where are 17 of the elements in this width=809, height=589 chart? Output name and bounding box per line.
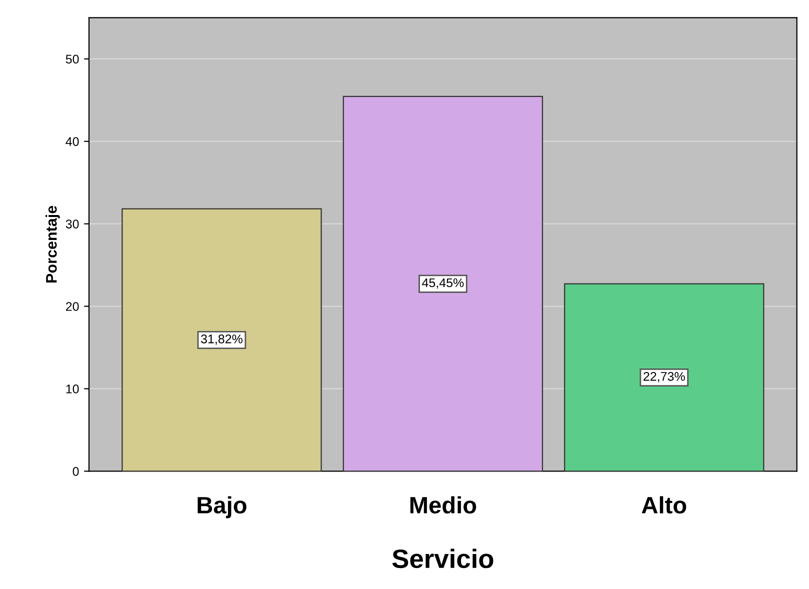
y-tick-label: 20: [66, 302, 79, 311]
x-tick-label: Bajo: [198, 496, 246, 518]
x-tick-label: Medio: [410, 496, 476, 514]
y-tick-label: 50: [66, 54, 79, 64]
bar: [342, 96, 544, 472]
x-axis-title: Servicio: [392, 548, 494, 568]
data-label: 31,82%: [200, 334, 242, 345]
bar: [564, 283, 764, 472]
x-tick-label: Alto: [642, 496, 686, 514]
data-label: 45,45%: [422, 278, 464, 289]
y-axis-title: Porcentaje: [46, 206, 60, 282]
data-label: 22,73%: [644, 372, 685, 382]
y-tick-label: 0: [72, 467, 79, 476]
y-tick-label: 40: [66, 137, 79, 146]
y-tick-label: 10: [66, 384, 79, 394]
bar: [122, 208, 322, 472]
y-tick-label: 30: [66, 220, 79, 228]
